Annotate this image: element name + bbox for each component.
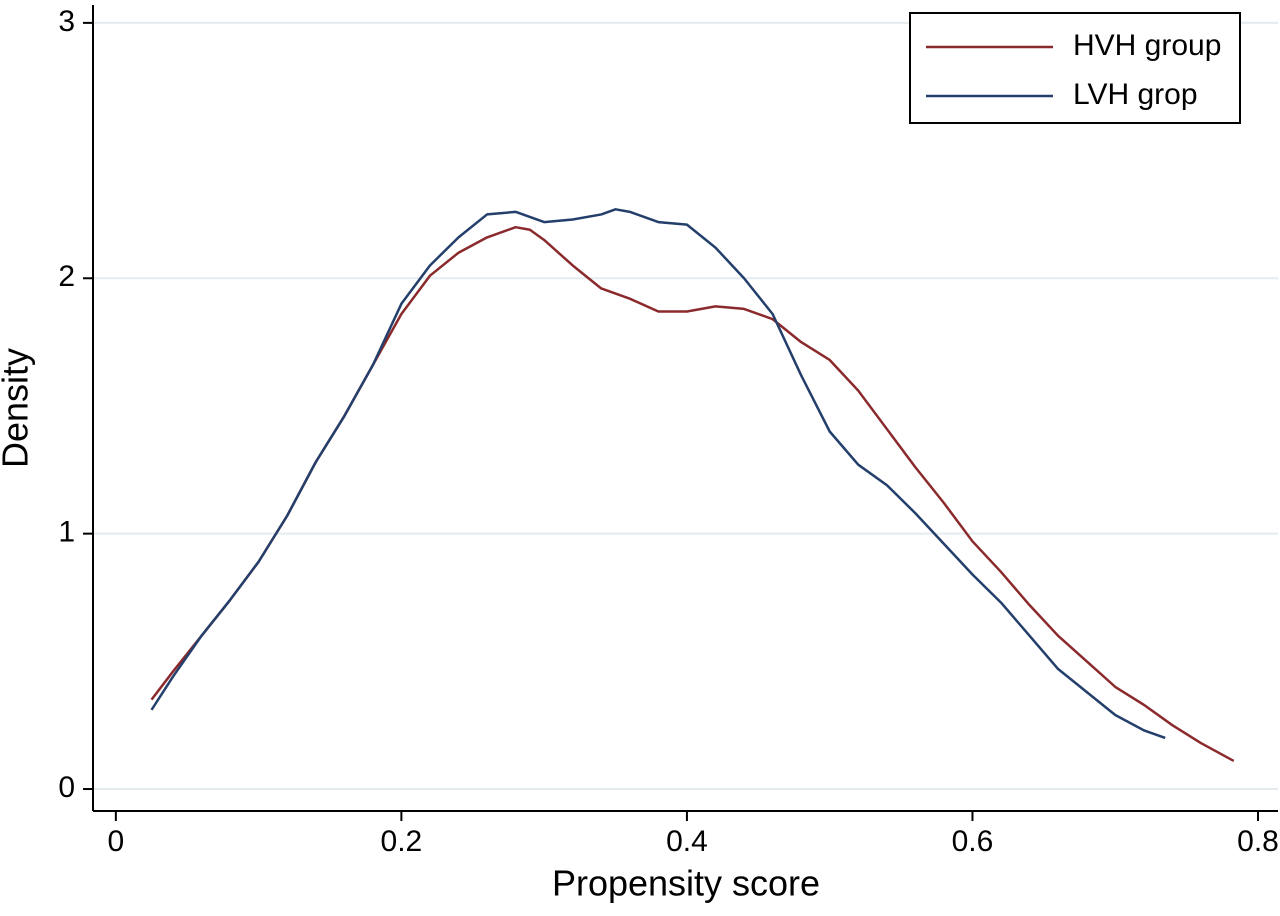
x-tick-label: 0	[107, 825, 124, 858]
legend-label: LVH grop	[1073, 78, 1198, 111]
y-tick-label: 2	[58, 260, 75, 293]
legend-box	[909, 12, 1241, 124]
x-tick-label: 0.6	[952, 825, 994, 858]
legend-label: HVH group	[1073, 29, 1221, 62]
y-axis-title: Density	[0, 348, 36, 468]
x-axis-title: Propensity score	[552, 863, 820, 904]
y-tick-label: 1	[58, 516, 75, 549]
series-line	[150, 208, 1166, 740]
y-tick-label: 0	[58, 771, 75, 804]
x-tick-label: 0.4	[666, 825, 708, 858]
x-tick-label: 0.8	[1237, 825, 1279, 858]
y-tick-label: 3	[58, 5, 75, 38]
x-tick-label: 0.2	[381, 825, 423, 858]
